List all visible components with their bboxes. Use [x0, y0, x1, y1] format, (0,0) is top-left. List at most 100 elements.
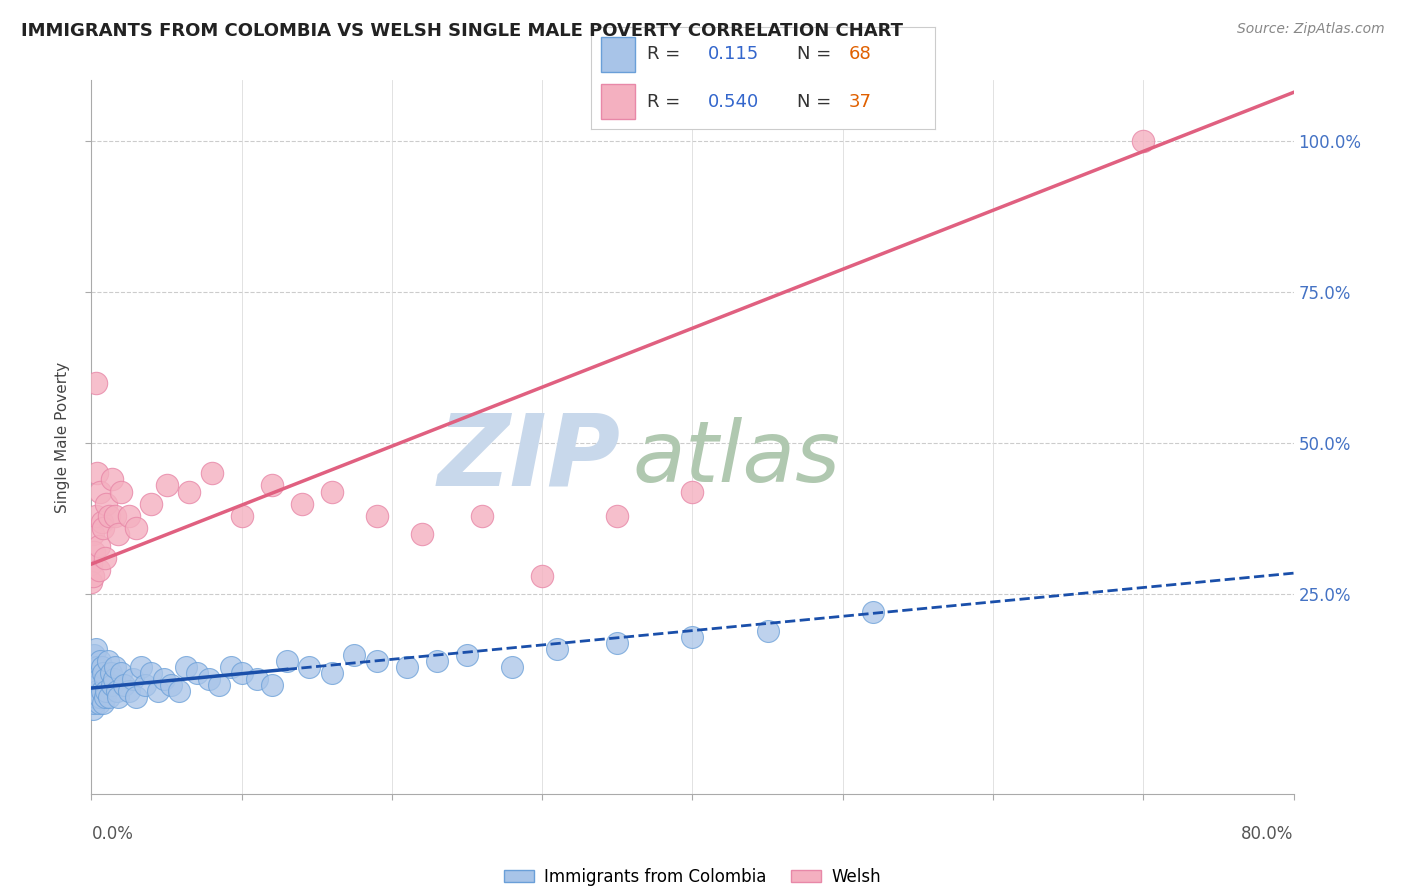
- Point: [395, 660, 418, 674]
- Point: [83, 545, 105, 559]
- Point: [546, 641, 568, 656]
- Point: [90, 684, 112, 698]
- Point: [118, 684, 141, 698]
- Text: 0.0%: 0.0%: [91, 825, 134, 843]
- Point: [260, 478, 283, 492]
- Point: [83, 672, 105, 686]
- Point: [107, 526, 129, 541]
- Point: [321, 484, 343, 499]
- Point: [82, 526, 104, 541]
- Point: [681, 484, 703, 499]
- Point: [90, 660, 112, 674]
- Point: [104, 508, 127, 523]
- FancyBboxPatch shape: [600, 84, 636, 119]
- Point: [96, 684, 118, 698]
- Point: [104, 660, 127, 674]
- Point: [93, 521, 115, 535]
- Point: [93, 696, 115, 710]
- Point: [83, 696, 105, 710]
- Point: [82, 690, 104, 705]
- Point: [343, 648, 366, 662]
- Text: N =: N =: [797, 93, 837, 111]
- Point: [125, 521, 148, 535]
- Point: [366, 654, 388, 668]
- Point: [246, 672, 269, 686]
- Point: [1132, 134, 1154, 148]
- Point: [87, 672, 110, 686]
- Point: [219, 660, 242, 674]
- Point: [134, 678, 156, 692]
- Text: 0.115: 0.115: [707, 45, 759, 63]
- Text: 37: 37: [849, 93, 872, 111]
- Point: [129, 660, 152, 674]
- Point: [80, 684, 103, 698]
- Point: [110, 665, 132, 680]
- Point: [84, 376, 107, 390]
- Legend: Immigrants from Colombia, Welsh: Immigrants from Colombia, Welsh: [498, 862, 887, 892]
- Point: [155, 478, 177, 492]
- Text: Source: ZipAtlas.com: Source: ZipAtlas.com: [1237, 22, 1385, 37]
- Point: [141, 665, 163, 680]
- Point: [84, 665, 107, 680]
- Point: [82, 702, 104, 716]
- Point: [84, 690, 107, 705]
- Point: [186, 665, 208, 680]
- Point: [756, 624, 779, 638]
- Point: [174, 660, 197, 674]
- Point: [426, 654, 449, 668]
- Point: [82, 569, 104, 583]
- Text: IMMIGRANTS FROM COLOMBIA VS WELSH SINGLE MALE POVERTY CORRELATION CHART: IMMIGRANTS FROM COLOMBIA VS WELSH SINGLE…: [21, 22, 903, 40]
- Point: [101, 472, 124, 486]
- Point: [83, 648, 105, 662]
- Point: [862, 606, 884, 620]
- Point: [260, 678, 283, 692]
- Point: [87, 696, 110, 710]
- Point: [103, 672, 125, 686]
- Point: [298, 660, 321, 674]
- Point: [101, 678, 124, 692]
- Point: [122, 672, 145, 686]
- Point: [531, 569, 554, 583]
- Point: [86, 684, 108, 698]
- Point: [90, 515, 112, 529]
- Y-axis label: Single Male Poverty: Single Male Poverty: [55, 361, 70, 513]
- Point: [89, 690, 111, 705]
- Point: [94, 551, 117, 566]
- Text: R =: R =: [647, 93, 686, 111]
- Point: [80, 665, 103, 680]
- Point: [87, 563, 110, 577]
- Point: [160, 678, 183, 692]
- Point: [94, 672, 117, 686]
- Point: [93, 665, 115, 680]
- Point: [98, 508, 121, 523]
- Point: [89, 654, 111, 668]
- Point: [80, 575, 103, 590]
- Point: [125, 690, 148, 705]
- Point: [114, 678, 136, 692]
- Point: [501, 660, 523, 674]
- Point: [276, 654, 298, 668]
- Text: N =: N =: [797, 45, 837, 63]
- Point: [86, 467, 108, 481]
- Text: ZIP: ZIP: [437, 410, 620, 507]
- Point: [86, 660, 108, 674]
- FancyBboxPatch shape: [600, 37, 636, 72]
- Point: [366, 508, 388, 523]
- Point: [681, 630, 703, 644]
- Text: 80.0%: 80.0%: [1241, 825, 1294, 843]
- Point: [100, 665, 122, 680]
- Point: [471, 508, 494, 523]
- Point: [231, 665, 253, 680]
- Text: 0.540: 0.540: [707, 93, 759, 111]
- Point: [411, 526, 433, 541]
- Point: [177, 484, 200, 499]
- Point: [80, 557, 103, 571]
- Point: [80, 696, 103, 710]
- Point: [291, 497, 314, 511]
- Point: [98, 690, 121, 705]
- Point: [97, 654, 120, 668]
- Point: [94, 690, 117, 705]
- Point: [141, 497, 163, 511]
- Point: [197, 672, 219, 686]
- Point: [606, 636, 628, 650]
